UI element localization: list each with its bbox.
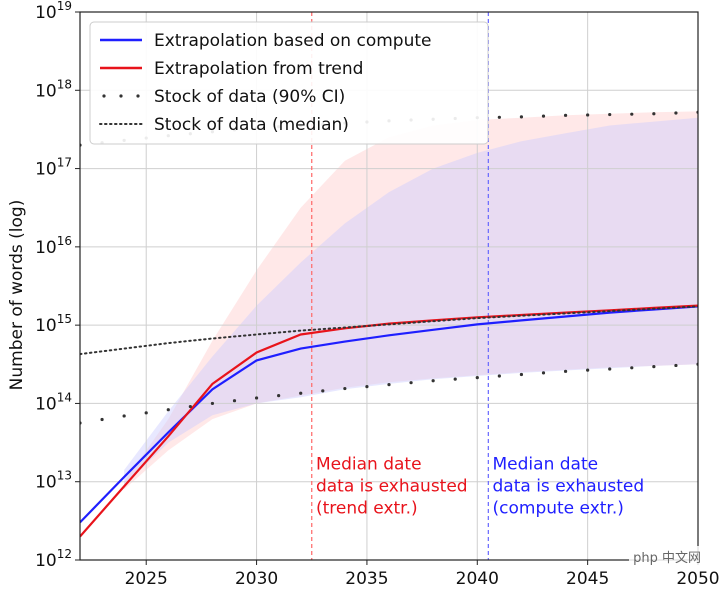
x-tick-label-2040: 2040 (456, 569, 499, 589)
ci-dot-mid-log10_y_lower-7 (409, 381, 413, 385)
legend-label-3: Stock of data (median) (154, 115, 349, 135)
ci-dot-log10_y_lower-1 (122, 414, 126, 418)
ci-band-0 (124, 111, 698, 490)
ci-dot-log10_y_lower-10 (519, 372, 524, 377)
ci-dot-log10_y_lower-12 (608, 367, 612, 371)
y-tick-label-18: 1018 (35, 77, 72, 101)
ci-dot-log10_y_upper-10 (519, 115, 524, 119)
ci-dot-log10_y_upper-11 (563, 113, 568, 117)
legend-label-0: Extrapolation based on compute (154, 31, 431, 51)
y-tick-label-14: 1014 (35, 390, 72, 414)
annotation-1-line-0: Median date (493, 454, 599, 474)
x-tick-label-2025: 2025 (125, 569, 168, 589)
annotation-1-line-1: data is exhausted (493, 476, 645, 496)
series-median-3 (80, 305, 698, 356)
x-tick-label-2045: 2045 (566, 569, 609, 589)
ci-dot-mid-log10_y_lower-1 (144, 411, 148, 415)
ci-dot-mid-log10_y_lower-9 (497, 374, 501, 378)
ci-dot-mid-log10_y_upper-13 (674, 111, 678, 115)
ci-dot-mid-log10_y_lower-10 (541, 371, 546, 375)
ci-dot-mid-log10_y_lower-3 (232, 399, 237, 403)
ci-dot-log10_y_lower-8 (431, 379, 435, 383)
ci-dot-mid-log10_y_lower-2 (188, 404, 192, 409)
ci-dot-mid-log10_y_upper-12 (630, 112, 634, 116)
ci-dot-log10_y_lower-13 (652, 365, 656, 369)
ci-dot-mid-log10_y_lower-8 (453, 377, 457, 381)
watermark: php 中文网 (629, 546, 705, 567)
legend-label-2: Stock of data (90% CI) (154, 87, 345, 107)
ci-dot-log10_y_lower-2 (166, 408, 170, 412)
ci-dot-log10_y_lower-9 (475, 375, 479, 380)
y-tick-label-17: 1017 (35, 156, 72, 180)
y-tick-label-13: 1013 (35, 469, 72, 493)
ci-dot-mid-log10_y_upper-10 (541, 114, 546, 118)
ci-dot-log10_y_lower-3 (210, 401, 215, 406)
x-tick-label-2035: 2035 (345, 569, 388, 589)
ci-dot-mid-log10_y_lower-13 (674, 363, 678, 368)
legend-swatch-2-dot-0 (102, 94, 106, 98)
ci-dot-mid-log10_y_upper-11 (586, 113, 590, 117)
ci-dot-log10_y_lower-7 (387, 383, 391, 387)
plot-frame (79, 11, 699, 561)
ci-dot-mid-log10_y_lower-11 (586, 368, 590, 372)
y-axis-label: Number of words (log) (7, 200, 27, 391)
y-tick-label-16: 1016 (35, 234, 72, 258)
x-tick-label-2050: 2050 (676, 569, 719, 589)
y-tick-label-12: 1012 (35, 547, 72, 571)
ci-dot-mid-log10_y_lower-12 (630, 366, 634, 370)
ci-band-1 (124, 117, 698, 486)
legend-box (89, 21, 489, 145)
ci-dot-mid-log10_y_lower-4 (277, 394, 281, 398)
y-tick-label-15: 1015 (35, 312, 72, 336)
legend-label-1: Extrapolation from trend (154, 59, 363, 79)
y-tick-label-19: 1019 (35, 0, 72, 23)
x-tick-label-2030: 2030 (235, 569, 278, 589)
annotation-1-line-2: (compute extr.) (493, 498, 624, 518)
ci-dot-log10_y_lower-6 (343, 386, 347, 391)
ci-dot-mid-log10_y_upper-9 (497, 115, 501, 119)
ci-dot-log10_y_lower-4 (254, 396, 259, 400)
ci-dot-log10_y_lower-5 (299, 391, 303, 395)
annotation-0-line-2: (trend extr.) (316, 498, 418, 518)
legend-swatch-2-dot-1 (119, 94, 123, 98)
ci-dot-log10_y_upper-12 (608, 112, 612, 117)
legend-swatch-2-dot-2 (136, 94, 140, 98)
ci-dot-log10_y_lower-11 (563, 369, 568, 373)
ci-dot-log10_y_upper-13 (652, 112, 656, 116)
annotation-0-line-1: data is exhausted (316, 476, 468, 496)
ci-dot-mid-log10_y_lower-0 (100, 417, 104, 422)
ci-dot-mid-log10_y_lower-6 (365, 384, 369, 389)
annotation-0-line-0: Median date (316, 454, 422, 474)
ci-dot-mid-log10_y_lower-5 (321, 389, 325, 393)
